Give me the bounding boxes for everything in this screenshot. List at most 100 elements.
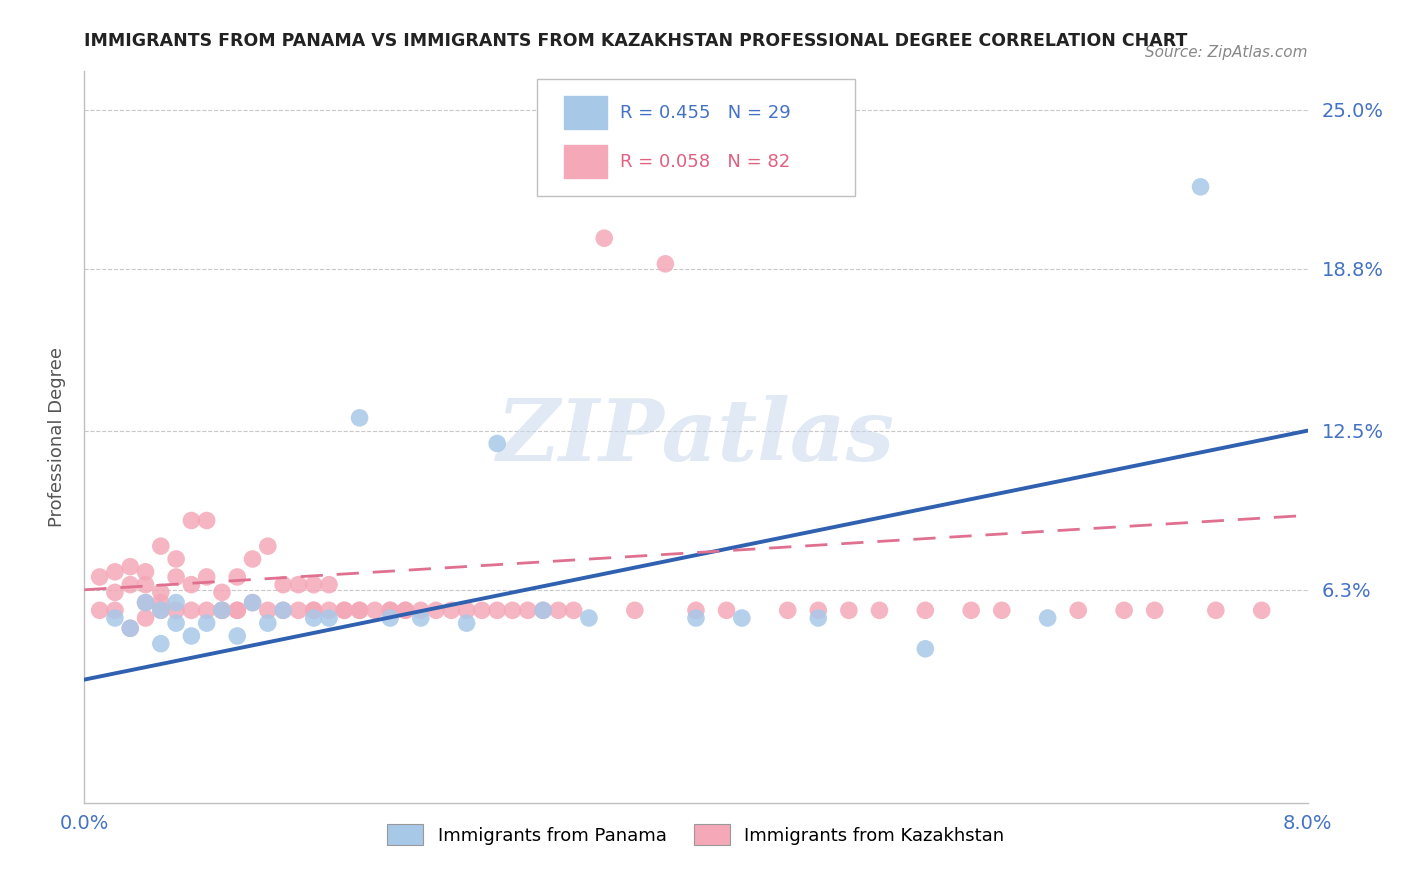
Point: [242, 596, 264, 610]
Bar: [564, 96, 606, 129]
Point: [226, 629, 249, 643]
Point: [516, 603, 538, 617]
Point: [578, 611, 600, 625]
Point: [869, 603, 891, 617]
Point: [302, 603, 325, 617]
Point: [135, 577, 157, 591]
Point: [149, 596, 172, 610]
Point: [685, 611, 707, 625]
Point: [409, 611, 432, 625]
Point: [349, 603, 371, 617]
Point: [89, 570, 111, 584]
Point: [242, 552, 264, 566]
Point: [364, 603, 387, 617]
Point: [257, 616, 280, 631]
Point: [914, 603, 936, 617]
Point: [104, 611, 127, 625]
Point: [180, 514, 202, 528]
Point: [211, 603, 233, 617]
Legend: Immigrants from Panama, Immigrants from Kazakhstan: Immigrants from Panama, Immigrants from …: [380, 817, 1012, 852]
Point: [1205, 603, 1227, 617]
Point: [960, 603, 983, 617]
Point: [165, 596, 187, 610]
Point: [271, 603, 294, 617]
Point: [914, 641, 936, 656]
Point: [380, 603, 402, 617]
Point: [302, 603, 325, 617]
Point: [349, 603, 371, 617]
Point: [333, 603, 356, 617]
Point: [149, 603, 172, 617]
Point: [226, 603, 249, 617]
Point: [287, 603, 309, 617]
Point: [302, 611, 325, 625]
Point: [502, 603, 524, 617]
Point: [380, 603, 402, 617]
Point: [211, 585, 233, 599]
Point: [838, 603, 860, 617]
Point: [195, 514, 218, 528]
Point: [257, 603, 280, 617]
Point: [1067, 603, 1090, 617]
Point: [349, 410, 371, 425]
Point: [287, 577, 309, 591]
Text: ZIPatlas: ZIPatlas: [496, 395, 896, 479]
Point: [456, 603, 478, 617]
Point: [149, 539, 172, 553]
Point: [195, 570, 218, 584]
Point: [135, 596, 157, 610]
Point: [1036, 611, 1059, 625]
Point: [1189, 179, 1212, 194]
Point: [318, 611, 340, 625]
Point: [440, 603, 463, 617]
Point: [149, 585, 172, 599]
Point: [685, 603, 707, 617]
Point: [120, 559, 142, 574]
FancyBboxPatch shape: [537, 78, 855, 195]
Point: [318, 603, 340, 617]
Point: [716, 603, 738, 617]
Point: [531, 603, 554, 617]
Point: [165, 616, 187, 631]
Point: [242, 596, 264, 610]
Point: [394, 603, 416, 617]
Point: [211, 603, 233, 617]
Point: [624, 603, 647, 617]
Point: [89, 603, 111, 617]
Point: [333, 603, 356, 617]
Point: [456, 616, 478, 631]
Point: [380, 611, 402, 625]
Point: [165, 570, 187, 584]
Point: [425, 603, 447, 617]
Point: [776, 603, 799, 617]
Point: [486, 603, 509, 617]
Point: [1327, 603, 1350, 617]
Point: [135, 611, 157, 625]
Point: [226, 603, 249, 617]
Point: [165, 552, 187, 566]
Text: Source: ZipAtlas.com: Source: ZipAtlas.com: [1144, 45, 1308, 61]
Point: [149, 603, 172, 617]
Bar: [564, 145, 606, 178]
Point: [271, 603, 294, 617]
Point: [547, 603, 569, 617]
Point: [211, 603, 233, 617]
Point: [135, 565, 157, 579]
Point: [302, 577, 325, 591]
Point: [180, 603, 202, 617]
Text: IMMIGRANTS FROM PANAMA VS IMMIGRANTS FROM KAZAKHSTAN PROFESSIONAL DEGREE CORRELA: IMMIGRANTS FROM PANAMA VS IMMIGRANTS FRO…: [84, 32, 1188, 50]
Point: [120, 577, 142, 591]
Point: [104, 585, 127, 599]
Point: [104, 603, 127, 617]
Point: [318, 577, 340, 591]
Point: [195, 603, 218, 617]
Point: [149, 637, 172, 651]
Point: [271, 577, 294, 591]
Point: [471, 603, 494, 617]
Point: [104, 565, 127, 579]
Point: [486, 436, 509, 450]
Y-axis label: Professional Degree: Professional Degree: [48, 347, 66, 527]
Point: [409, 603, 432, 617]
Point: [531, 603, 554, 617]
Point: [991, 603, 1014, 617]
